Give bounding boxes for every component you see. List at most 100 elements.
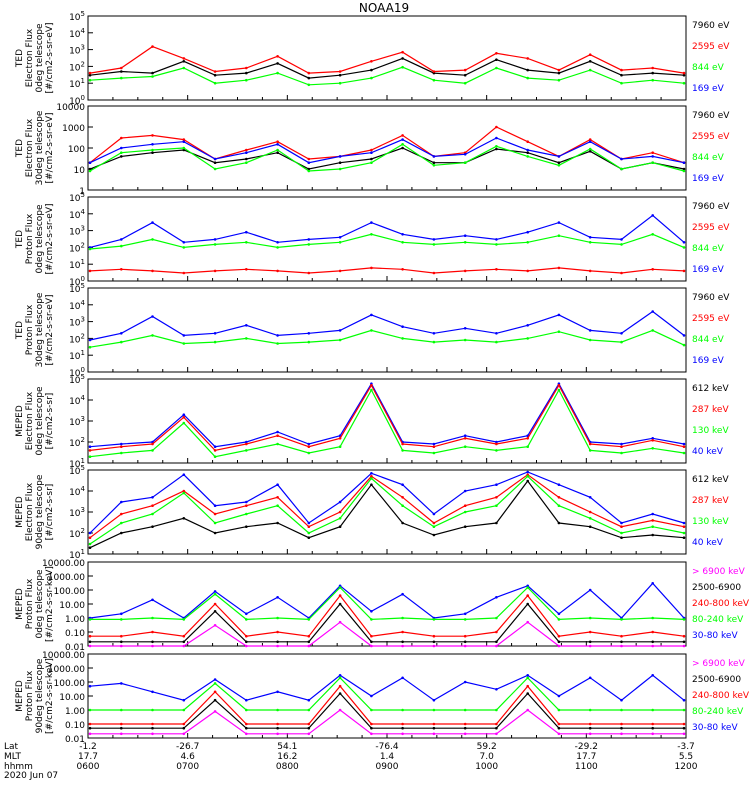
y-axis-label-line: TED bbox=[15, 230, 25, 249]
data-point bbox=[151, 616, 154, 620]
data-point bbox=[88, 531, 92, 535]
data-point bbox=[432, 340, 436, 344]
x-tick-hhmm: 0600 bbox=[77, 762, 100, 772]
data-point bbox=[682, 442, 686, 446]
data-point bbox=[151, 143, 154, 146]
data-point bbox=[682, 726, 686, 730]
data-point bbox=[182, 60, 186, 63]
data-point bbox=[588, 338, 592, 342]
data-point bbox=[307, 340, 311, 344]
data-point bbox=[651, 519, 654, 522]
series-black-line bbox=[89, 57, 685, 79]
x-tick-mlt: 17.7 bbox=[576, 752, 596, 762]
data-point bbox=[588, 525, 592, 528]
data-point bbox=[432, 271, 436, 275]
data-point bbox=[120, 136, 123, 140]
data-point bbox=[151, 630, 154, 634]
data-point bbox=[432, 634, 436, 638]
data-point bbox=[526, 479, 529, 483]
data-point bbox=[213, 682, 217, 685]
data-point bbox=[276, 148, 279, 152]
y-tick-label: 100.00 bbox=[54, 587, 86, 597]
data-point bbox=[338, 676, 342, 680]
data-point bbox=[338, 167, 342, 171]
data-point bbox=[276, 690, 279, 694]
data-point bbox=[276, 708, 279, 712]
data-point bbox=[401, 268, 404, 271]
data-point bbox=[245, 442, 248, 446]
data-point bbox=[526, 602, 529, 606]
x-tick-hhmm: 1200 bbox=[675, 762, 698, 772]
data-point bbox=[182, 334, 186, 337]
data-point bbox=[651, 310, 654, 313]
data-point bbox=[182, 618, 186, 621]
data-point bbox=[432, 238, 436, 241]
y-axis-label-line: Proton Flux bbox=[25, 304, 35, 355]
x-tick-hhmm: 1100 bbox=[575, 762, 598, 772]
panel-2: 10000 1000 100 10 1 TED Electron Flux 30deg tel… bbox=[15, 103, 730, 197]
y-tick-label: 102 bbox=[69, 436, 85, 449]
series-blue-line bbox=[89, 674, 685, 701]
data-point bbox=[620, 525, 623, 528]
data-point bbox=[245, 230, 248, 234]
x-tick-lat: 59.2 bbox=[477, 742, 497, 752]
data-point bbox=[151, 722, 154, 726]
data-point bbox=[463, 726, 467, 730]
series-green-line bbox=[89, 329, 685, 348]
panel-frame bbox=[87, 287, 687, 373]
data-point bbox=[307, 157, 311, 161]
y-axis-label-line: [#/cm2-s-sr-eV] bbox=[45, 204, 55, 275]
panel-8: 10000.00 1000.00 100.00 10.00 1.00 0.10 0.01 ME… bbox=[15, 651, 750, 745]
x-tick-lat: 54.1 bbox=[277, 742, 297, 752]
data-point bbox=[182, 416, 186, 419]
data-point bbox=[213, 243, 217, 246]
data-point bbox=[682, 521, 686, 525]
series-green-line bbox=[90, 676, 684, 711]
legend-entry: 130 keV bbox=[692, 517, 729, 527]
data-point bbox=[651, 214, 654, 217]
data-point bbox=[213, 521, 217, 525]
data-point bbox=[245, 525, 248, 528]
data-point bbox=[651, 722, 654, 726]
data-point bbox=[588, 510, 592, 514]
data-point bbox=[151, 221, 154, 224]
data-point bbox=[213, 332, 217, 335]
data-point bbox=[120, 70, 123, 73]
data-point bbox=[182, 634, 186, 638]
data-point bbox=[557, 155, 561, 158]
panel-4: 105 104 103 102 101 100 TED Proton Flux 30deg te… bbox=[15, 282, 730, 379]
data-point bbox=[88, 449, 92, 452]
series-red-line bbox=[89, 384, 685, 452]
data-point bbox=[182, 708, 186, 712]
legend-entry: 80-240 keV bbox=[692, 707, 744, 717]
data-point bbox=[495, 630, 498, 634]
data-point bbox=[401, 521, 404, 525]
data-point bbox=[182, 342, 186, 345]
data-point bbox=[182, 66, 186, 70]
data-point bbox=[307, 722, 311, 726]
data-point bbox=[120, 76, 123, 80]
data-point bbox=[276, 71, 279, 75]
data-point bbox=[526, 337, 529, 340]
data-point bbox=[307, 451, 311, 455]
series-green-line bbox=[90, 586, 685, 621]
data-point bbox=[557, 330, 561, 334]
data-point bbox=[620, 81, 623, 85]
data-point bbox=[588, 138, 592, 141]
data-point bbox=[307, 698, 311, 702]
y-axis-label-line: [#/cm2-s-sr-keV] bbox=[45, 658, 55, 734]
data-point bbox=[401, 504, 404, 508]
data-point bbox=[245, 618, 248, 621]
data-point bbox=[463, 437, 467, 440]
data-point bbox=[651, 78, 654, 82]
series-red-line bbox=[90, 594, 685, 637]
x-tick-hhmm: 0700 bbox=[176, 762, 199, 772]
data-point bbox=[307, 332, 311, 335]
data-point bbox=[370, 60, 373, 63]
x-tick-mlt: 4.6 bbox=[181, 752, 196, 762]
data-point bbox=[651, 533, 654, 537]
data-point bbox=[682, 634, 686, 638]
data-point bbox=[463, 612, 467, 616]
data-point bbox=[463, 68, 467, 72]
data-point bbox=[182, 138, 186, 141]
